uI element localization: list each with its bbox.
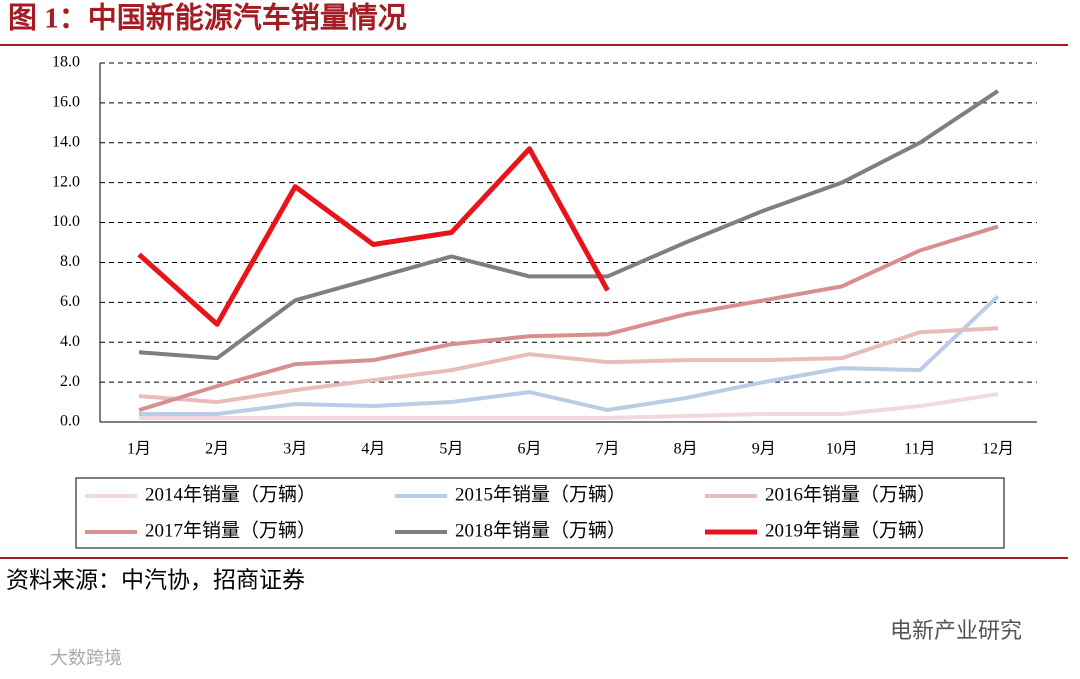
y-tick-label: 10.0	[52, 213, 80, 230]
series-line	[139, 392, 999, 421]
legend-label: 2016年销量（万辆）	[765, 483, 936, 505]
x-tick-label: 1月	[127, 441, 151, 458]
series-line	[138, 326, 999, 405]
legend-label: 2018年销量（万辆）	[455, 519, 626, 541]
series-line	[139, 294, 1000, 417]
y-tick-label: 14.0	[52, 133, 80, 150]
legend-label: 2019年销量（万辆）	[765, 519, 936, 541]
y-tick-label: 8.0	[60, 253, 80, 270]
y-tick-label: 0.0	[60, 413, 80, 430]
x-tick-label: 2月	[205, 441, 229, 458]
series-line	[138, 89, 1000, 361]
x-tick-label: 9月	[752, 441, 776, 458]
watermark: 大数跨境	[50, 648, 122, 669]
series-line	[138, 224, 999, 412]
y-tick-label: 16.0	[52, 94, 80, 111]
series-line	[137, 146, 610, 327]
legend-box	[75, 477, 1005, 549]
x-tick-label: 12月	[982, 441, 1014, 458]
legend-label: 2017年销量（万辆）	[145, 519, 316, 541]
y-tick-label: 18.0	[52, 54, 80, 71]
x-tick-label: 4月	[361, 441, 385, 458]
x-tick-label: 5月	[439, 441, 463, 458]
x-tick-label: 6月	[517, 441, 541, 458]
legend-label: 2015年销量（万辆）	[455, 483, 626, 505]
x-tick-label: 11月	[904, 441, 935, 458]
y-tick-label: 4.0	[60, 333, 80, 350]
x-tick-label: 3月	[283, 441, 307, 458]
y-tick-label: 12.0	[52, 173, 80, 190]
x-tick-label: 10月	[826, 441, 858, 458]
x-tick-label: 8月	[674, 441, 698, 458]
chart-title: 图 1：中国新能源汽车销量情况	[8, 1, 407, 35]
x-tick-label: 7月	[596, 441, 620, 458]
watermark: 电新产业研究	[890, 619, 1022, 644]
source-note: 资料来源：中汽协，招商证券	[6, 567, 305, 592]
legend-label: 2014年销量（万辆）	[145, 483, 316, 505]
y-tick-label: 6.0	[60, 293, 80, 310]
y-tick-label: 2.0	[60, 373, 80, 390]
